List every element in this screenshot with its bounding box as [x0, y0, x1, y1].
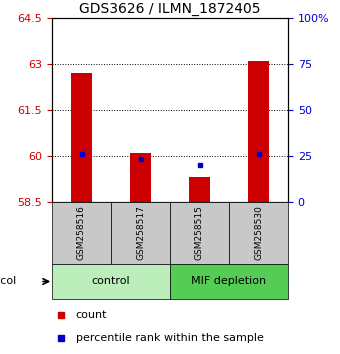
Text: MIF depletion: MIF depletion — [191, 276, 267, 286]
Text: GSM258515: GSM258515 — [195, 206, 204, 261]
Bar — [229, 202, 288, 264]
Bar — [111, 202, 170, 264]
Bar — [130, 153, 151, 202]
Text: control: control — [92, 276, 130, 286]
Text: count: count — [75, 309, 107, 320]
Title: GDS3626 / ILMN_1872405: GDS3626 / ILMN_1872405 — [79, 1, 261, 16]
Bar — [71, 73, 92, 202]
Text: GSM258530: GSM258530 — [254, 206, 263, 261]
Bar — [189, 177, 210, 202]
Bar — [52, 202, 111, 264]
Text: percentile rank within the sample: percentile rank within the sample — [75, 333, 264, 343]
Bar — [248, 61, 269, 202]
Bar — [52, 264, 170, 299]
Text: protocol: protocol — [0, 276, 17, 286]
Bar — [170, 202, 229, 264]
Bar — [170, 264, 288, 299]
Text: GSM258516: GSM258516 — [77, 206, 86, 261]
Text: GSM258517: GSM258517 — [136, 206, 145, 261]
